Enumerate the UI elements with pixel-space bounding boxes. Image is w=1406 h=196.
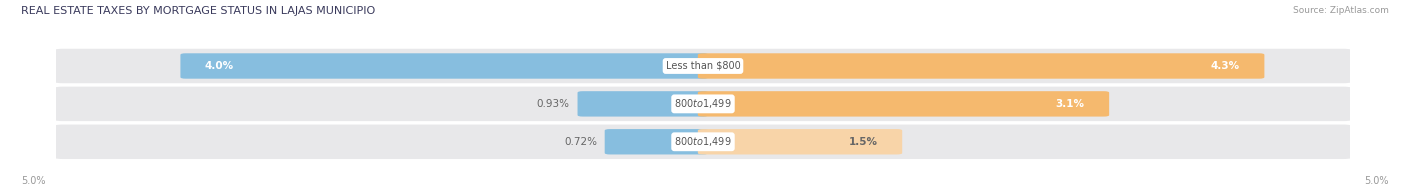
FancyBboxPatch shape — [52, 124, 1354, 159]
FancyBboxPatch shape — [578, 91, 709, 117]
FancyBboxPatch shape — [605, 129, 709, 154]
FancyBboxPatch shape — [180, 53, 709, 79]
FancyBboxPatch shape — [697, 129, 903, 154]
Text: 0.72%: 0.72% — [564, 137, 598, 147]
Text: 4.3%: 4.3% — [1211, 61, 1240, 71]
FancyBboxPatch shape — [52, 87, 1354, 121]
Text: 0.93%: 0.93% — [537, 99, 569, 109]
Text: Source: ZipAtlas.com: Source: ZipAtlas.com — [1294, 6, 1389, 15]
Text: Less than $800: Less than $800 — [665, 61, 741, 71]
Text: 4.0%: 4.0% — [205, 61, 235, 71]
Text: 5.0%: 5.0% — [1365, 176, 1389, 186]
Text: 3.1%: 3.1% — [1056, 99, 1084, 109]
Text: REAL ESTATE TAXES BY MORTGAGE STATUS IN LAJAS MUNICIPIO: REAL ESTATE TAXES BY MORTGAGE STATUS IN … — [21, 6, 375, 16]
Text: $800 to $1,499: $800 to $1,499 — [675, 135, 731, 148]
FancyBboxPatch shape — [697, 53, 1264, 79]
Text: 1.5%: 1.5% — [849, 137, 877, 147]
Text: $800 to $1,499: $800 to $1,499 — [675, 97, 731, 110]
FancyBboxPatch shape — [697, 91, 1109, 117]
Text: 5.0%: 5.0% — [21, 176, 45, 186]
FancyBboxPatch shape — [52, 49, 1354, 83]
